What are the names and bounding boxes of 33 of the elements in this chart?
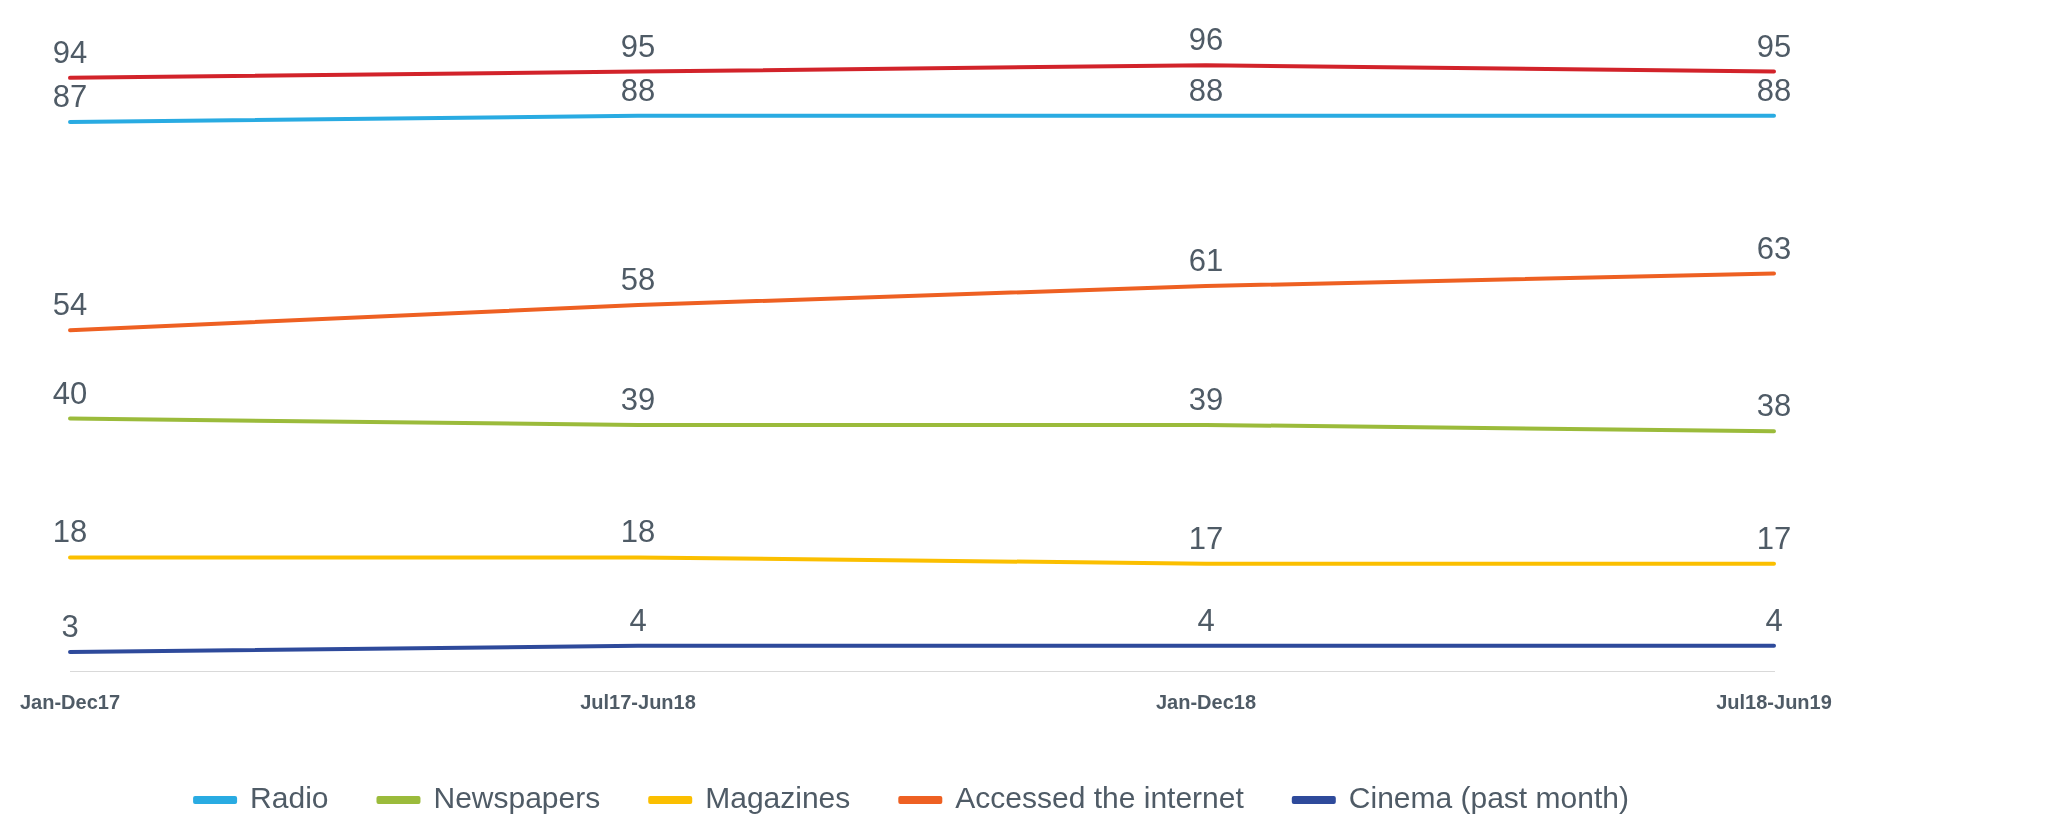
data-label: 88 — [620, 72, 656, 108]
data-label: 61 — [1188, 243, 1224, 279]
data-label: 40 — [52, 375, 88, 411]
data-label: 18 — [52, 514, 88, 550]
x-tick-label: Jan-Dec17 — [20, 690, 121, 713]
data-label: 17 — [1756, 520, 1792, 556]
data-label: 39 — [620, 381, 656, 417]
data-label: 63 — [1756, 230, 1792, 266]
data-label: 58 — [620, 262, 656, 298]
data-label: 54 — [52, 287, 88, 323]
data-label: 88 — [1756, 72, 1792, 108]
x-tick-label: Jul18-Jun19 — [1716, 690, 1832, 713]
data-label: 4 — [1197, 602, 1215, 638]
data-label: 96 — [1188, 22, 1224, 58]
x-tick-label: Jan-Dec18 — [1155, 690, 1257, 713]
legend-label: Newspapers — [433, 781, 601, 815]
x-tick-label: Jul17-Jun18 — [580, 690, 696, 713]
legend-label: Radio — [250, 781, 329, 815]
data-label: 4 — [1765, 602, 1783, 638]
data-label: 18 — [620, 514, 656, 550]
data-label: 3 — [61, 609, 79, 645]
data-label: 17 — [1188, 520, 1224, 556]
legend-label: Cinema (past month) — [1348, 781, 1629, 815]
data-label: 88 — [1188, 72, 1224, 108]
legend-label: Accessed the internet — [955, 781, 1245, 815]
data-label: 94 — [52, 34, 88, 70]
data-label: 87 — [52, 79, 88, 115]
data-label: 95 — [620, 28, 656, 64]
data-label: 4 — [629, 602, 647, 638]
data-label: 95 — [1756, 28, 1792, 64]
data-label: 38 — [1756, 388, 1792, 424]
data-label: 39 — [1188, 381, 1224, 417]
legend-label: Magazines — [705, 781, 851, 815]
